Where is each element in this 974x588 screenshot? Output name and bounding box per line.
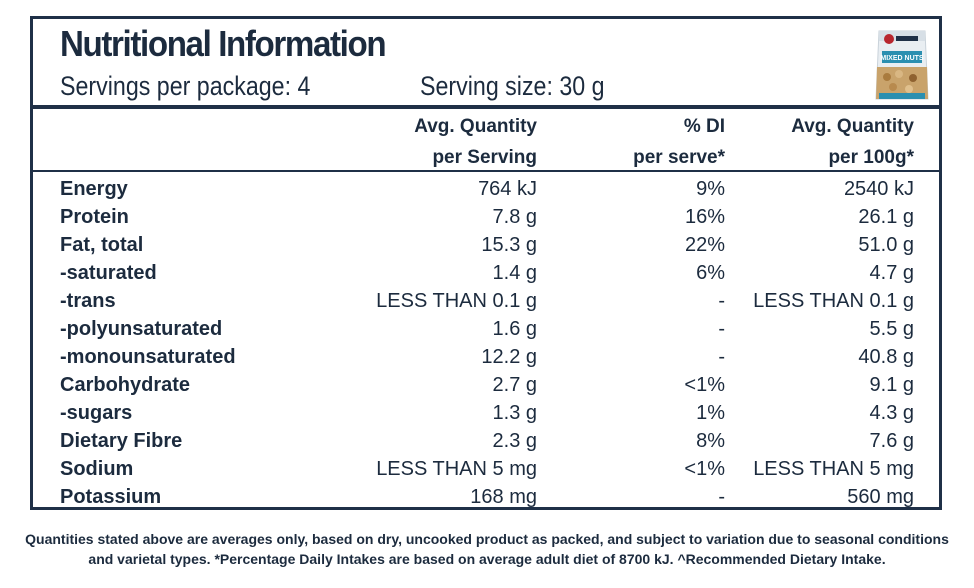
per-serving-value: LESS THAN 0.1 g [376, 290, 537, 312]
di-value: 8% [696, 430, 725, 452]
per-serving-value: 2.3 g [492, 430, 537, 452]
di-value: 1% [696, 402, 725, 424]
nutrient-name: -monounsaturated [60, 346, 236, 368]
per-100g-value: 7.6 g [869, 430, 914, 452]
nutrient-name: Potassium [60, 486, 162, 508]
per-serving-value: 1.4 g [492, 262, 537, 284]
footnote-line-2: and varietal types. *Percentage Daily In… [88, 551, 886, 567]
per-100g-value: LESS THAN 5 mg [753, 458, 914, 480]
servings-per-package: Servings per package: 4 [60, 71, 311, 101]
panel-title: Nutritional Information [60, 23, 387, 64]
nutrient-name: -polyunsaturated [60, 318, 223, 340]
table-row: -saturated 1.4 g 6% 4.7 g [33, 259, 939, 287]
per-100g-value: 40.8 g [858, 346, 914, 368]
per-100g-value: 26.1 g [858, 206, 914, 228]
di-value: - [718, 290, 725, 312]
per-serving-value: LESS THAN 5 mg [376, 458, 537, 480]
per-100g-value: 2540 kJ [843, 178, 914, 200]
per-100g-value: 4.7 g [869, 262, 914, 284]
per-serving-value: 1.6 g [492, 318, 537, 340]
nutrient-name: Dietary Fibre [60, 430, 183, 452]
column-header-per-serving: Avg. Quantity per Serving [414, 116, 537, 168]
per-100g-value: 560 mg [847, 486, 914, 508]
per-serving-value: 15.3 g [481, 234, 537, 256]
table-row: Sodium LESS THAN 5 mg <1% LESS THAN 5 mg [33, 455, 939, 483]
table-row: -monounsaturated 12.2 g - 40.8 g [33, 343, 939, 371]
footnote-line-1: Quantities stated above are averages onl… [25, 531, 949, 547]
table-row: Protein 7.8 g 16% 26.1 g [33, 203, 939, 231]
di-value: - [718, 346, 725, 368]
nutrient-name: Energy [60, 178, 128, 200]
table-row: Potassium 168 mg - 560 mg [33, 483, 939, 511]
footnote: Quantities stated above are averages onl… [0, 529, 974, 569]
package-label: MIXED NUTS [880, 55, 924, 62]
nutrient-name: -sugars [60, 402, 133, 424]
table-row: Dietary Fibre 2.3 g 8% 7.6 g [33, 427, 939, 455]
per-100g-value: 5.5 g [869, 318, 914, 340]
table-row: Energy 764 kJ 9% 2540 kJ [33, 175, 939, 203]
header-divider [33, 105, 939, 109]
nutrient-name: Sodium [60, 458, 134, 480]
per-serving-value: 2.7 g [492, 374, 537, 396]
di-value: 22% [684, 234, 725, 256]
per-100g-value: LESS THAN 0.1 g [753, 290, 914, 312]
per-serving-value: 12.2 g [481, 346, 537, 368]
nutrient-name: Fat, total [60, 234, 144, 256]
di-value: <1% [684, 458, 725, 480]
di-value: <1% [684, 374, 725, 396]
per-serving-value: 168 mg [470, 486, 537, 508]
table-row: Carbohydrate 2.7 g <1% 9.1 g [33, 371, 939, 399]
serving-size: Serving size: 30 g [420, 71, 605, 101]
mixed-nuts-package-icon: MIXED NUTS [875, 30, 929, 100]
per-100g-value: 4.3 g [869, 402, 914, 424]
nutrition-panel: Nutritional Information Servings per pac… [30, 16, 942, 510]
table-row: -polyunsaturated 1.6 g - 5.5 g [33, 315, 939, 343]
nutrient-name: -saturated [60, 262, 157, 284]
table-row: -trans LESS THAN 0.1 g - LESS THAN 0.1 g [33, 287, 939, 315]
nutrient-name: Carbohydrate [60, 374, 191, 396]
di-value: - [718, 486, 725, 508]
column-header-di: % DI per serve* [633, 116, 725, 168]
nutrient-name: -trans [60, 290, 116, 312]
table-row: Fat, total 15.3 g 22% 51.0 g [33, 231, 939, 259]
per-100g-value: 9.1 g [869, 374, 914, 396]
per-serving-value: 764 kJ [478, 178, 537, 200]
di-value: - [718, 318, 725, 340]
table-row: -sugars 1.3 g 1% 4.3 g [33, 399, 939, 427]
per-serving-value: 7.8 g [492, 206, 537, 228]
nutrient-name: Protein [60, 206, 129, 228]
di-value: 6% [696, 262, 725, 284]
di-value: 16% [684, 206, 725, 228]
di-value: 9% [696, 178, 725, 200]
per-serving-value: 1.3 g [492, 402, 537, 424]
nutrient-rows: Energy 764 kJ 9% 2540 kJ Protein 7.8 g 1… [33, 175, 939, 511]
column-header-rule [33, 170, 939, 172]
column-header-per-100g: Avg. Quantity per 100g* [791, 116, 914, 168]
per-100g-value: 51.0 g [858, 234, 914, 256]
